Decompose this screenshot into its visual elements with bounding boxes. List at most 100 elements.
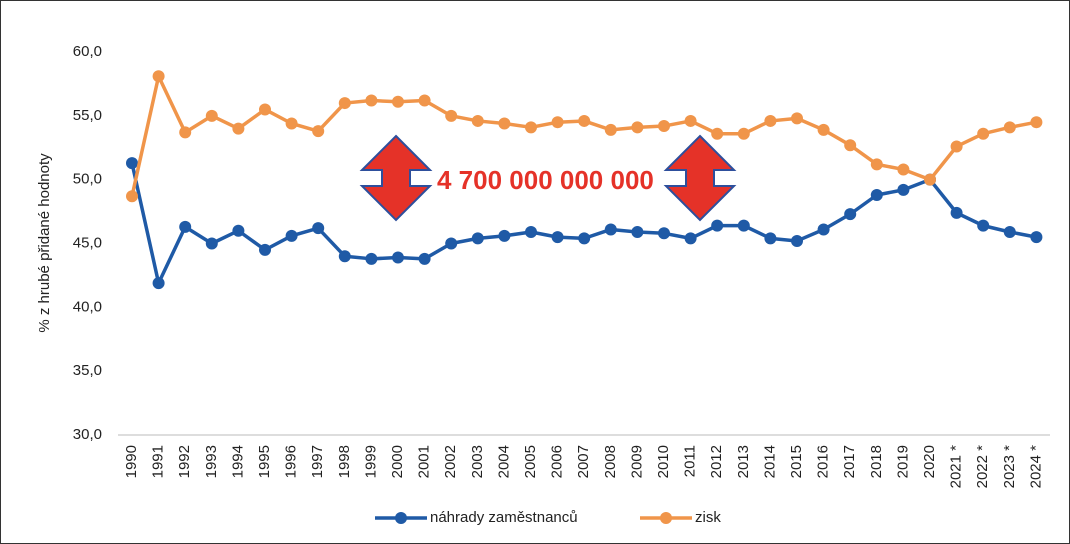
- point: [604, 123, 617, 136]
- x-tick-label: 2013: [735, 445, 752, 478]
- point: [604, 223, 617, 236]
- x-tick-label: 2006: [549, 445, 566, 478]
- point: [791, 112, 803, 125]
- y-tick-label: 50,0: [73, 171, 102, 188]
- point: [551, 231, 564, 244]
- point: [844, 208, 857, 221]
- point: [525, 226, 537, 239]
- point: [365, 252, 378, 265]
- x-tick-label: 2018: [868, 445, 885, 478]
- point: [950, 206, 963, 219]
- x-tick-label: 2012: [708, 445, 725, 478]
- x-tick-label: 2004: [495, 445, 512, 478]
- point: [737, 219, 750, 232]
- point: [312, 222, 325, 235]
- legend-marker: [395, 512, 407, 524]
- y-tick-label: 55,0: [73, 107, 102, 124]
- legend-label: zisk: [695, 509, 721, 526]
- point: [445, 109, 458, 122]
- point: [737, 127, 750, 140]
- point: [817, 123, 830, 136]
- arrow: [359, 134, 737, 222]
- x-tick-label: 1992: [176, 445, 193, 478]
- point: [578, 232, 591, 245]
- point: [285, 117, 298, 130]
- point: [445, 237, 458, 250]
- point: [764, 114, 777, 127]
- y-tick-label: 35,0: [73, 362, 102, 379]
- point: [897, 183, 910, 196]
- x-tick-label: 1999: [362, 445, 379, 478]
- point: [126, 190, 138, 203]
- x-tick-label: 2009: [628, 445, 645, 478]
- point: [870, 188, 883, 201]
- x-tick-label: 2020: [921, 445, 938, 478]
- point: [418, 252, 431, 265]
- point: [152, 70, 165, 83]
- point: [924, 173, 936, 186]
- x-tick-label: 1991: [150, 445, 167, 478]
- y-tick-label: 45,0: [73, 234, 102, 251]
- x-tick-label: 2008: [602, 445, 619, 478]
- point: [205, 109, 218, 122]
- x-tick-label: 1997: [309, 445, 326, 478]
- point: [551, 116, 564, 129]
- point: [844, 139, 857, 152]
- point: [392, 251, 404, 264]
- y-tick-label: 60,0: [73, 43, 102, 60]
- point: [285, 229, 298, 242]
- x-tick-label: 2024 *: [1027, 445, 1044, 489]
- point: [791, 234, 803, 247]
- point: [977, 219, 990, 232]
- point: [418, 94, 431, 107]
- annotation: 4 700 000 000 000: [437, 165, 654, 195]
- x-tick-label: 2001: [416, 445, 433, 478]
- point: [578, 114, 591, 127]
- point: [179, 220, 192, 233]
- point: [817, 223, 830, 236]
- x-tick-label: 2022 *: [974, 445, 991, 489]
- point: [471, 114, 484, 127]
- point: [259, 243, 271, 256]
- point: [259, 103, 271, 116]
- point: [205, 237, 218, 250]
- point: [870, 158, 883, 171]
- x-tick-label: 1993: [203, 445, 220, 478]
- point: [631, 226, 644, 239]
- point: [232, 122, 245, 135]
- point: [711, 127, 724, 140]
- x-tick-label: 2011: [682, 445, 699, 477]
- x-tick-label: 2007: [575, 445, 592, 478]
- point: [711, 219, 724, 232]
- point: [684, 232, 697, 245]
- x-tick-label: 1998: [336, 445, 353, 478]
- legend-marker: [660, 512, 672, 524]
- point: [1030, 116, 1043, 129]
- x-tick-label: 2015: [788, 445, 805, 478]
- x-tick-label: 1995: [256, 445, 273, 478]
- x-tick-label: 2023 *: [1001, 445, 1018, 489]
- point: [1030, 231, 1043, 244]
- x-tick-label: 2005: [522, 445, 539, 478]
- x-tick-label: 2003: [469, 445, 486, 478]
- x-tick-label: 2000: [389, 445, 406, 478]
- x-tick-label: 2014: [761, 445, 778, 478]
- point: [471, 232, 484, 245]
- point: [179, 126, 192, 139]
- point: [338, 97, 351, 110]
- point: [498, 117, 511, 130]
- point: [897, 163, 910, 176]
- x-tick-label: 2021 *: [948, 445, 965, 489]
- x-tick-label: 2019: [894, 445, 911, 478]
- point: [977, 127, 990, 140]
- point: [152, 277, 165, 290]
- point: [658, 120, 670, 133]
- point: [126, 157, 138, 170]
- point: [338, 250, 351, 263]
- x-tick-label: 2016: [815, 445, 832, 478]
- point: [498, 229, 511, 242]
- x-tick-label: 2010: [655, 445, 672, 478]
- x-tick-label: 1994: [229, 445, 246, 478]
